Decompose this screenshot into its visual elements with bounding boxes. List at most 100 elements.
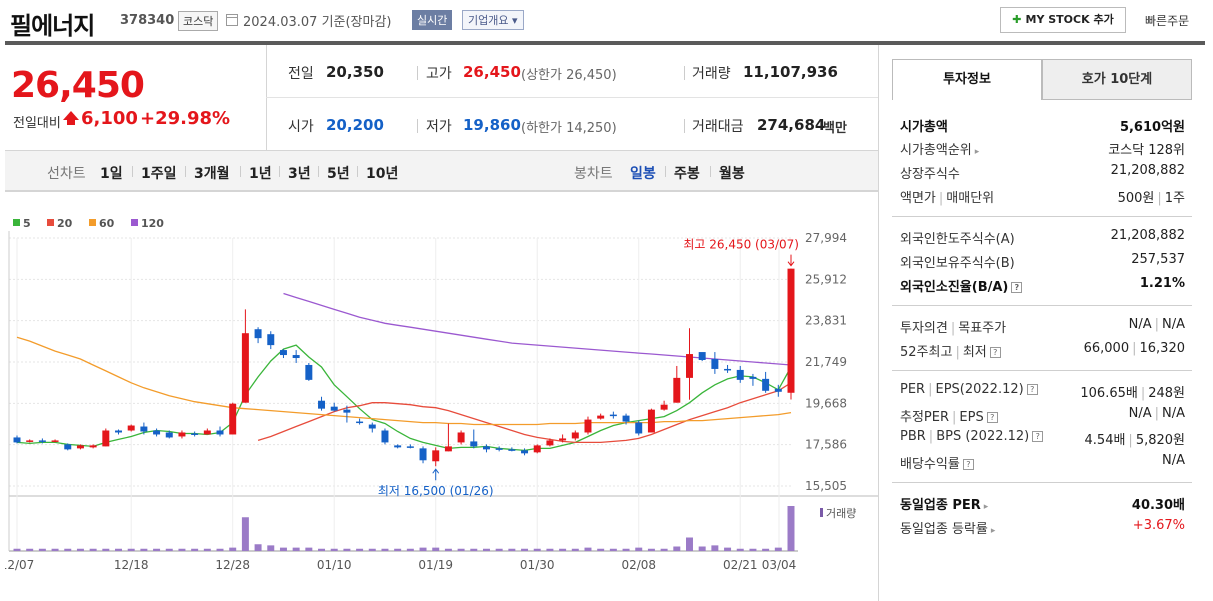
candle-body: [774, 388, 782, 392]
dividend-row: 배당수익률? N/A: [900, 453, 1185, 475]
candle-body: [191, 433, 199, 435]
change-value: 6,100: [81, 108, 138, 129]
y-tick-label: 21,749: [805, 355, 847, 369]
candle-body: [368, 424, 376, 429]
volume-bar: [774, 547, 782, 551]
line-chart-label: 선차트: [47, 166, 86, 182]
info-tabs: 투자정보 호가 10단계: [892, 59, 1192, 100]
help-icon[interactable]: ?: [1032, 431, 1044, 442]
divider: [266, 45, 267, 151]
volume-bar: [140, 548, 148, 551]
candle-body: [153, 430, 161, 435]
max-price-note: 최고 26,450 (03/07): [683, 238, 799, 252]
min-price-note: 최저 16,500 (01/26): [378, 484, 494, 498]
header-divider: [5, 41, 1205, 45]
help-icon[interactable]: ?: [962, 459, 974, 470]
candle-body: [64, 444, 72, 450]
company-overview-dropdown[interactable]: 기업개요 ▾: [462, 10, 524, 30]
volume-bar: [584, 547, 592, 551]
opinion-label: 투자의견: [900, 321, 948, 336]
help-icon[interactable]: ?: [1011, 282, 1023, 293]
candle-body: [495, 448, 503, 450]
help-icon[interactable]: ?: [989, 347, 1001, 358]
tab-1year[interactable]: 1년: [249, 166, 272, 182]
candle-body: [26, 440, 34, 442]
candle-body: [660, 404, 668, 410]
divider: [892, 305, 1192, 306]
tab-order-book[interactable]: 호가 10단계: [1042, 59, 1192, 100]
tab-1day[interactable]: 1일: [100, 166, 123, 182]
week52-low-label: 최저: [962, 345, 987, 360]
volume-bar: [635, 547, 643, 551]
tab-3month[interactable]: 3개월: [194, 166, 230, 182]
y-tick-label: 19,668: [805, 396, 847, 410]
candle-body: [165, 432, 173, 438]
y-tick-label: 23,831: [805, 314, 847, 328]
market-cap-value: 5,610억원: [1119, 120, 1185, 135]
price-summary: 26,450 전일대비 6,100 +29.98% 전일 20,350 고가 2…: [5, 45, 878, 151]
quick-order-link[interactable]: 빠른주문: [1145, 14, 1190, 28]
volume-bar: [318, 548, 326, 551]
candle-body: [533, 445, 541, 453]
candle-body: [546, 440, 554, 446]
tab-invest-info[interactable]: 투자정보: [892, 59, 1042, 100]
volume-bar: [609, 548, 617, 551]
legend-swatch: [131, 219, 138, 226]
market-badge: 코스닥: [178, 11, 219, 31]
candle-body: [635, 422, 643, 434]
bps-label: BPS (2022.12): [936, 429, 1030, 444]
tab-monthly[interactable]: 월봉: [719, 166, 745, 182]
divider: [684, 66, 685, 80]
divider: [240, 166, 241, 177]
my-stock-add-button[interactable]: ✚ MY STOCK 추가: [1000, 7, 1126, 33]
tab-daily[interactable]: 일봉: [630, 166, 656, 182]
help-icon[interactable]: ?: [986, 412, 998, 423]
shares-row: 상장주식수 21,208,882: [900, 163, 1185, 185]
per-value: 106.65배: [1080, 386, 1138, 401]
tab-10year[interactable]: 10년: [366, 166, 399, 182]
header: 필에너지 378340 코스닥 2024.03.07 기준(장마감) 실시간 기…: [0, 0, 1213, 42]
week52-high-value: 66,000: [1083, 341, 1130, 356]
tab-1week[interactable]: 1주일: [141, 166, 177, 182]
industry-rate-row[interactable]: 동일업종 등락률 ▸ +3.67%: [900, 518, 1185, 540]
tab-weekly[interactable]: 주봉: [674, 166, 700, 182]
max-arrow-head: [787, 261, 795, 267]
candle-body: [406, 446, 414, 448]
foreign-hold-row: 외국인보유주식수(B) 257,537: [900, 252, 1185, 274]
volume-bar: [330, 548, 338, 551]
legend-swatch: [89, 219, 96, 226]
price-chart: 5 20 60 120 최고 26,450 (03/07) 최저 16,500 (01/…: [5, 191, 878, 572]
est-per-value: N/A: [1128, 406, 1152, 421]
foreign-limit-row: 외국인한도주식수(A) 21,208,882: [900, 228, 1185, 250]
volume-bar: [26, 548, 34, 551]
target-label: 목표주가: [958, 321, 1007, 336]
tab-3year[interactable]: 3년: [288, 166, 311, 182]
divider: [417, 119, 418, 133]
x-tick-label: 12/18: [114, 558, 149, 572]
company-name: 필에너지: [10, 12, 95, 40]
realtime-button[interactable]: 실시간: [412, 10, 453, 30]
industry-per-row[interactable]: 동일업종 PER ▸ 40.30배: [900, 494, 1185, 516]
est-eps-value: N/A: [1162, 406, 1185, 421]
current-price: 26,450: [11, 65, 145, 106]
foreign-limit-value: 21,208,882: [1110, 228, 1185, 243]
divider: [417, 66, 418, 80]
candle-body: [292, 355, 300, 359]
x-tick-label: 02/21: [723, 558, 758, 572]
market-rank-row[interactable]: 시가총액순위 ▸ 코스닥 128위: [900, 139, 1185, 161]
candle-body: [38, 440, 46, 442]
candle-body: [115, 430, 122, 433]
volume-bar: [571, 548, 579, 551]
x-tick-label: 12/07: [5, 558, 34, 572]
candle-body: [444, 446, 452, 452]
volume-bar: [13, 548, 21, 551]
help-icon[interactable]: ?: [1026, 384, 1038, 395]
low-value: 19,860: [463, 116, 521, 134]
candles: [13, 268, 795, 467]
tab-5year[interactable]: 5년: [327, 166, 350, 182]
volume-bar: [356, 548, 364, 551]
volume-bar: [381, 548, 389, 551]
legend-label: 20: [57, 217, 73, 230]
chevron-right-icon: ▸: [983, 502, 989, 512]
candle-body: [787, 268, 795, 393]
